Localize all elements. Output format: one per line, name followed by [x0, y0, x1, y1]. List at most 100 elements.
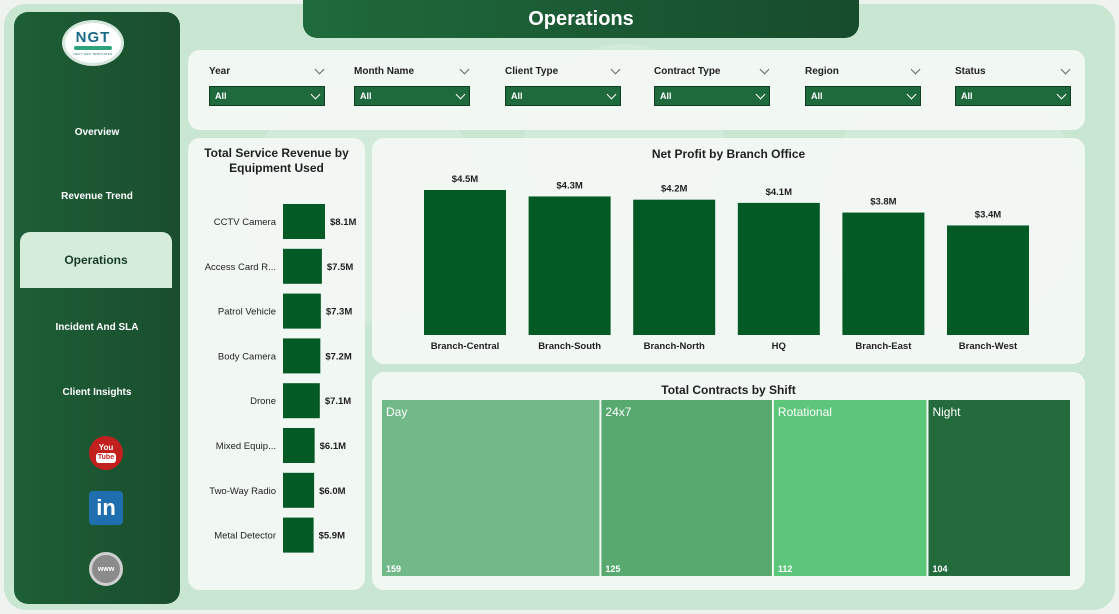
sidebar-item-revenue-trend[interactable]: Revenue Trend — [61, 191, 133, 202]
net-profit-bar[interactable] — [528, 196, 611, 335]
logo-subtitle: NEXT GEN TEMPLATES — [73, 52, 113, 56]
treemap-value-label: 112 — [778, 564, 793, 574]
revenue-bar[interactable] — [283, 517, 314, 553]
chevron-down-icon[interactable] — [610, 64, 621, 74]
filter-contract-type: Contract Type All — [654, 64, 770, 106]
chevron-down-icon[interactable] — [759, 64, 770, 74]
net-profit-bar[interactable] — [842, 212, 925, 335]
branch-tick-label: Branch-East — [855, 341, 912, 352]
month-name-select[interactable]: All — [354, 86, 470, 106]
treemap-value-label: 125 — [605, 564, 620, 574]
revenue-data-label: $6.0M — [319, 486, 345, 497]
select-value: All — [660, 91, 672, 101]
filter-region: Region All — [805, 64, 921, 106]
net-profit-data-label: $4.1M — [766, 187, 792, 198]
sidebar-item-operations[interactable]: Operations — [20, 232, 172, 288]
treemap-value-label: 159 — [386, 564, 401, 574]
equipment-tick-label: Mixed Equip... — [216, 441, 276, 452]
sidebar-item-client-insights[interactable]: Client Insights — [62, 387, 132, 398]
net-profit-bar[interactable] — [424, 190, 506, 335]
net-profit-data-label: $3.8M — [870, 197, 896, 208]
company-logo: NGT NEXT GEN TEMPLATES — [62, 20, 124, 66]
treemap-category-label: 24x7 — [605, 405, 631, 419]
equipment-tick-label: Drone — [250, 396, 276, 407]
region-select[interactable]: All — [805, 86, 921, 106]
net-profit-bar[interactable] — [633, 199, 716, 335]
filter-label: Contract Type — [654, 65, 721, 77]
chevron-down-icon[interactable] — [1060, 64, 1071, 74]
equipment-tick-label: CCTV Camera — [214, 217, 277, 228]
filter-label: Client Type — [505, 65, 559, 77]
contracts-by-shift-treemap: Day 159 24x7 125 Rotational 112 Night 104 — [382, 400, 1070, 576]
filters-panel: Year All Month Name All Client Type All … — [188, 50, 1085, 130]
linkedin-icon[interactable]: in — [89, 491, 123, 525]
select-value: All — [961, 91, 973, 101]
net-profit-bar[interactable] — [947, 225, 1029, 335]
branch-tick-label: Branch-North — [644, 341, 705, 352]
sidebar-item-overview[interactable]: Overview — [74, 127, 120, 138]
chevron-down-icon — [906, 89, 917, 99]
contract-type-select[interactable]: All — [654, 86, 770, 106]
sidebar-item-incident-and-sla[interactable]: Incident And SLA — [55, 322, 139, 333]
treemap-cell[interactable] — [928, 400, 1070, 576]
chevron-down-icon[interactable] — [910, 64, 921, 74]
youtube-icon[interactable]: You Tube — [89, 436, 123, 470]
net-profit-chart-title: Net Profit by Branch Office — [651, 147, 806, 161]
contracts-by-shift-panel: Total Contracts by Shift Day 159 24x7 125 Ro… — [372, 372, 1085, 590]
status-select[interactable]: All — [955, 86, 1071, 106]
filter-year: Year All — [209, 64, 325, 106]
treemap-cell[interactable] — [601, 400, 772, 576]
chevron-down-icon — [455, 89, 466, 99]
revenue-data-label: $7.2M — [325, 351, 351, 362]
branch-tick-label: Branch-South — [538, 341, 601, 352]
select-value: All — [511, 91, 523, 101]
select-value: All — [215, 91, 227, 101]
revenue-bar[interactable] — [283, 428, 315, 463]
filter-label: Region — [805, 65, 839, 77]
treemap-cell[interactable] — [382, 400, 600, 576]
treemap-category-label: Day — [386, 405, 407, 419]
revenue-bar[interactable] — [283, 204, 325, 239]
revenue-data-label: $7.1M — [325, 396, 351, 407]
branch-tick-label: HQ — [772, 341, 786, 352]
net-profit-data-label: $4.5M — [452, 174, 478, 185]
select-value: All — [360, 91, 372, 101]
chevron-down-icon[interactable] — [314, 64, 325, 74]
revenue-data-label: $8.1M — [330, 217, 356, 228]
revenue-bar[interactable] — [283, 338, 321, 374]
filter-label: Year — [209, 65, 231, 77]
revenue-bar[interactable] — [283, 472, 315, 508]
branch-tick-label: Branch-West — [959, 341, 1018, 352]
equipment-tick-label: Patrol Vehicle — [218, 307, 276, 318]
revenue-bar[interactable] — [283, 383, 320, 419]
treemap-value-label: 104 — [932, 564, 947, 574]
equipment-tick-label: Access Card R... — [205, 262, 276, 273]
revenue-data-label: $7.3M — [326, 307, 352, 318]
revenue-data-label: $5.9M — [319, 531, 345, 542]
chevron-down-icon — [755, 89, 766, 99]
select-value: All — [811, 91, 823, 101]
website-icon[interactable]: www — [89, 552, 123, 586]
net-profit-chart: $4.5M Branch-Central $4.3M Branch-South $4.2… — [424, 174, 1029, 352]
revenue-by-equipment-panel: Total Service Revenue by Equipment Used … — [188, 138, 365, 590]
treemap-category-label: Rotational — [778, 405, 832, 419]
chevron-down-icon[interactable] — [459, 64, 470, 74]
treemap-cell[interactable] — [773, 400, 927, 576]
chevron-down-icon — [310, 89, 321, 99]
net-profit-data-label: $4.2M — [661, 184, 687, 195]
contracts-chart-title: Total Contracts by Shift — [661, 383, 796, 397]
revenue-bar[interactable] — [283, 293, 321, 329]
filter-label: Month Name — [354, 65, 414, 77]
revenue-bar[interactable] — [283, 248, 322, 284]
chevron-down-icon — [606, 89, 617, 99]
chevron-down-icon — [1056, 89, 1067, 99]
branch-tick-label: Branch-Central — [431, 341, 500, 352]
youtube-icon-text: You — [98, 442, 114, 452]
year-select[interactable]: All — [209, 86, 325, 106]
client-type-select[interactable]: All — [505, 86, 621, 106]
net-profit-bar[interactable] — [737, 202, 820, 335]
revenue-data-label: $7.5M — [327, 262, 353, 273]
youtube-icon-text-tube: Tube — [95, 452, 117, 463]
equipment-tick-label: Metal Detector — [214, 531, 276, 542]
equipment-tick-label: Body Camera — [218, 351, 277, 362]
